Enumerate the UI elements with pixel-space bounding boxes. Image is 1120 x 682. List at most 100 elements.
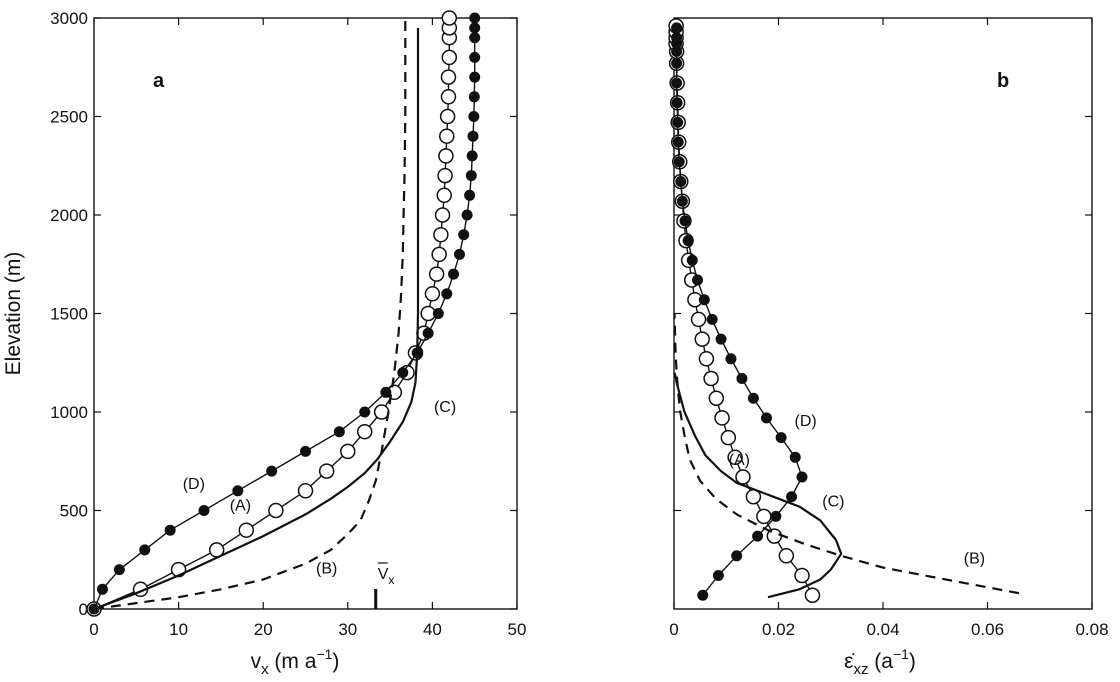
y-tick-label: 1500 [50, 305, 88, 324]
x-axis-label: ε̇xz (a−1) [844, 646, 916, 678]
series-d-marker [672, 136, 684, 148]
x-tick-label: 0.04 [866, 620, 899, 639]
series-annotation: (A) [230, 498, 251, 515]
series-d-marker [686, 254, 698, 266]
series-d-marker [448, 268, 460, 280]
series-d-marker [359, 406, 371, 418]
series-d-marker [775, 432, 787, 444]
series-d-marker [422, 327, 434, 339]
series-a-marker [268, 502, 284, 519]
series-a-marker [428, 266, 445, 282]
mean-velocity-label-sub: x [388, 573, 394, 587]
series-d-line [675, 27, 803, 596]
series-a-line [93, 18, 450, 610]
series-d-marker [232, 485, 244, 497]
y-tick-label: 2500 [50, 108, 88, 127]
x-axis-label-main: v [251, 650, 262, 673]
series-c-line [673, 372, 843, 599]
series-d-marker [671, 57, 683, 69]
x-axis-label: vx (m a−1) [251, 646, 340, 678]
series-d-marker [411, 347, 423, 359]
series-d-marker [458, 229, 470, 241]
series-d-marker [464, 189, 476, 201]
x-tick-label: 50 [508, 620, 527, 639]
series-a-marker [804, 587, 821, 603]
series-d-marker [164, 524, 176, 536]
series-a-marker [340, 443, 356, 460]
series-d-marker [760, 412, 772, 424]
series-d-marker [380, 386, 392, 398]
series-a-marker [441, 49, 458, 66]
series-a-marker [439, 128, 455, 144]
series-a-marker [440, 89, 457, 105]
series-a-marker [690, 311, 707, 328]
series-a-line [675, 25, 814, 596]
mean-velocity-label: Vx [378, 566, 395, 587]
x-tick-label: 0 [89, 620, 98, 639]
series-d-marker [300, 445, 311, 457]
x-axis-label-unit: (a [868, 650, 893, 673]
y-tick-label: 1000 [50, 403, 88, 422]
series-d-marker [469, 32, 481, 44]
series-d-marker [468, 91, 480, 103]
series-d-marker [453, 248, 465, 260]
series-d-marker [198, 505, 210, 516]
x-tick-label: 20 [254, 620, 273, 639]
series-d-marker [673, 156, 685, 168]
series-c-line [93, 27, 420, 611]
series-d-marker [671, 22, 683, 34]
series-d-marker [675, 176, 687, 188]
series-a-marker [756, 508, 772, 525]
series-d-marker [671, 77, 683, 89]
panel-label: a [153, 70, 165, 92]
panel-label: b [997, 70, 1009, 92]
series-a-marker [778, 548, 795, 564]
series-a-marker [434, 207, 451, 223]
series-a-marker [698, 351, 715, 367]
series-a-marker [794, 567, 810, 584]
series-a-marker [438, 148, 454, 164]
series-d-marker [698, 294, 710, 306]
series-a-marker [318, 463, 335, 479]
series-d-marker [266, 465, 278, 477]
series-d-marker [796, 471, 808, 483]
x-axis-label-sub: x [261, 661, 269, 678]
series-a-marker [703, 370, 719, 387]
series-annotation: (A) [729, 452, 750, 469]
series-d-marker [725, 353, 737, 365]
series-d-marker [465, 170, 477, 182]
series-d-marker [397, 367, 409, 379]
series-a-marker [441, 10, 458, 26]
x-tick-label: 30 [338, 620, 357, 639]
series-d-marker [672, 116, 684, 128]
plot-frame [673, 17, 1093, 610]
series-a-marker [356, 423, 373, 440]
y-tick-label: 3000 [50, 9, 88, 28]
y-tick-label: 500 [60, 502, 88, 521]
series-a-marker [431, 246, 447, 263]
x-axis-label-exp: −1 [316, 646, 332, 662]
y-tick-label: 2000 [50, 206, 88, 225]
series-annotation: (D) [183, 476, 205, 493]
series-d-marker [469, 51, 481, 63]
series-d-marker [676, 195, 688, 207]
series-a-marker [437, 167, 453, 184]
x-axis-label-sub: xz [853, 661, 868, 678]
x-tick-label: 0.06 [971, 620, 1004, 639]
series-annotation: (D) [795, 413, 817, 430]
series-a-marker [720, 429, 737, 446]
x-axis-label-close: ) [332, 650, 339, 673]
series-annotation: (C) [822, 494, 844, 511]
mean-velocity-label-main: V [378, 566, 389, 583]
series-d-marker [692, 274, 704, 286]
series-d-marker [671, 97, 683, 109]
series-d-marker [113, 564, 125, 576]
series-d-marker [736, 373, 748, 385]
series-d-marker [706, 313, 718, 325]
x-axis-label-unit: (m a [269, 650, 317, 673]
series-d-marker [96, 583, 108, 595]
series-d-marker [88, 603, 100, 615]
series-a-marker [424, 286, 441, 302]
series-a-marker [297, 483, 314, 499]
